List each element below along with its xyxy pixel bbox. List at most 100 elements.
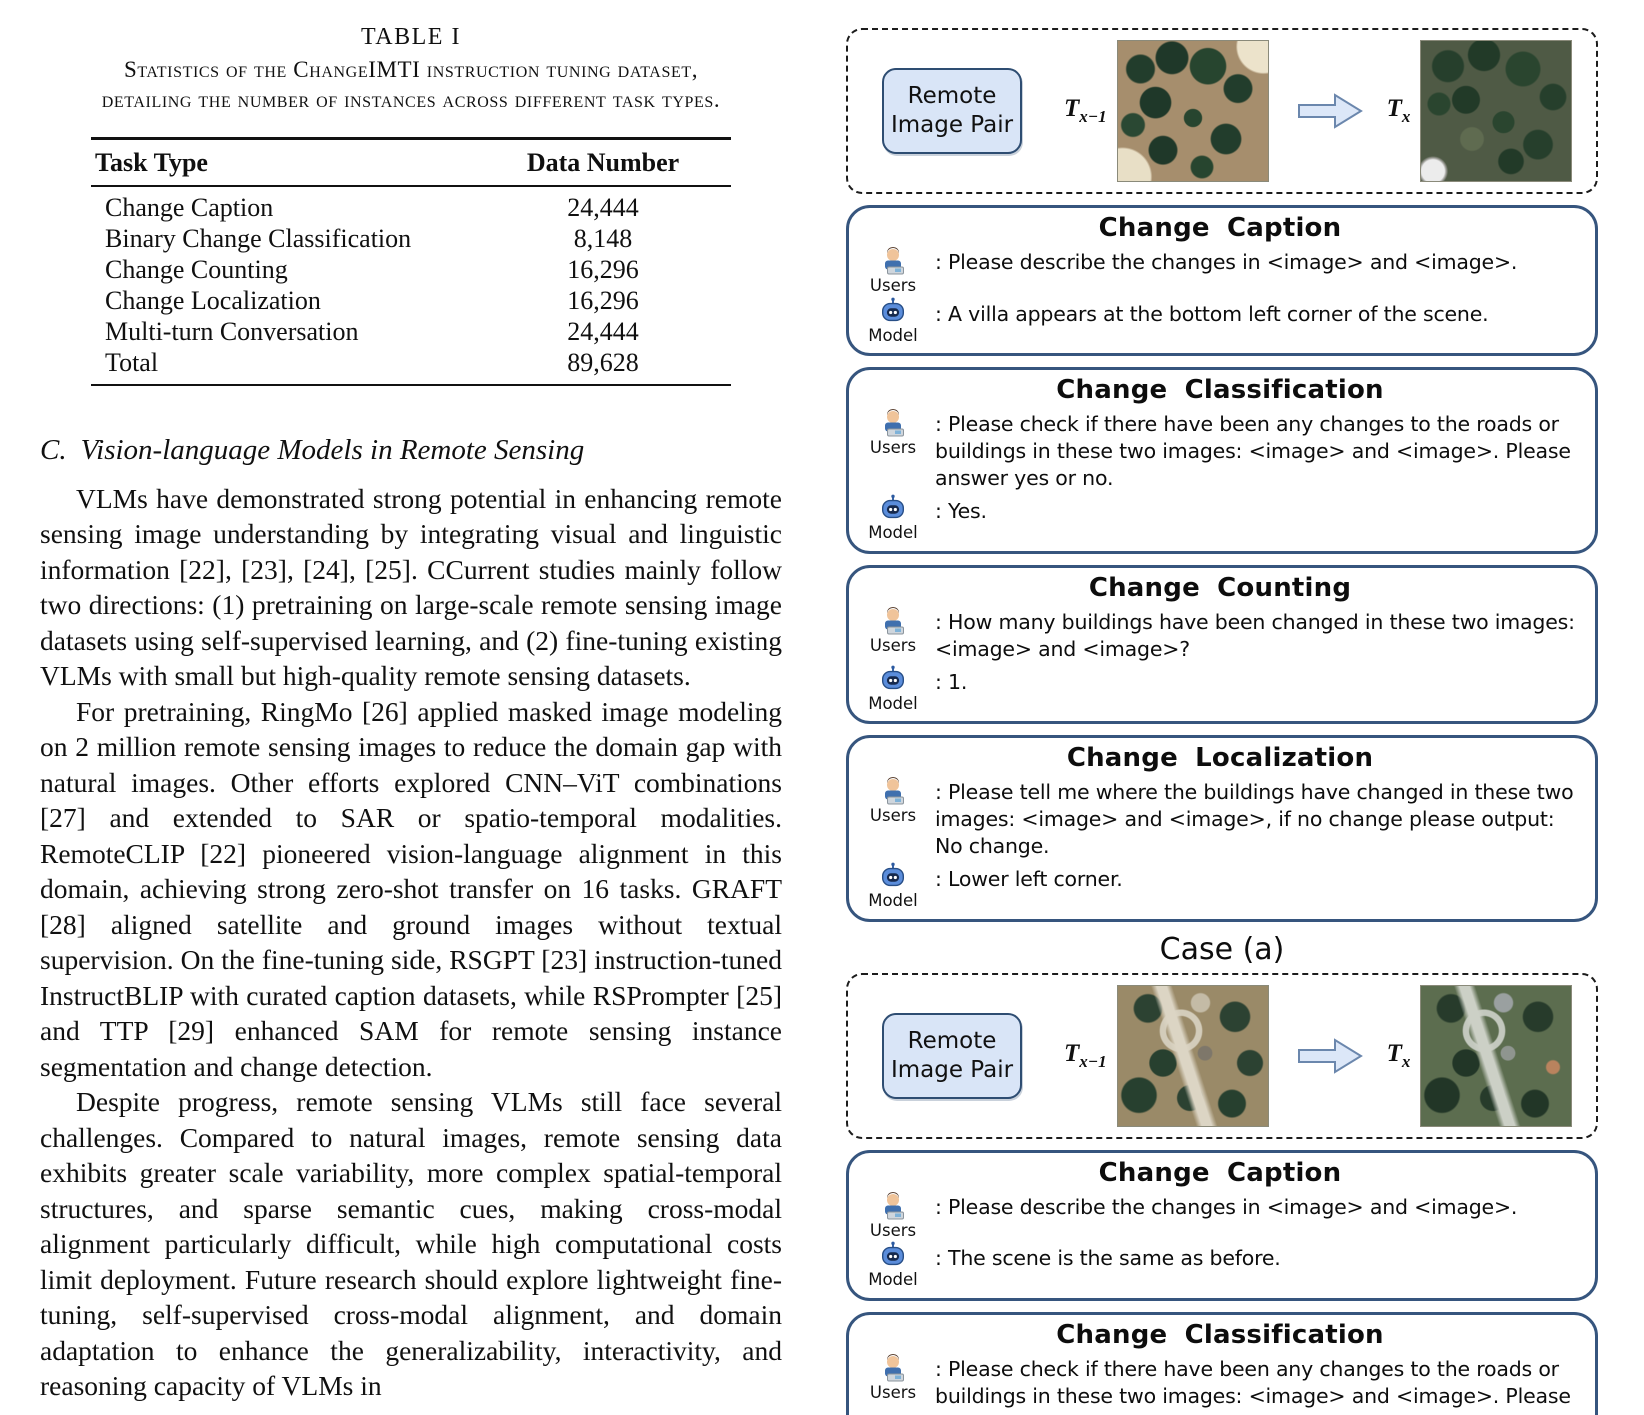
user-speaker: Users — [861, 1190, 925, 1240]
model-message: : A villa appears at the bottom left cor… — [935, 301, 1489, 326]
user-message: : How many buildings have been changed i… — [935, 609, 1575, 661]
model-message: : 1. — [935, 669, 968, 694]
user-message-row: Users : Please describe the changes in <… — [861, 245, 1579, 295]
model-speaker: Model — [861, 494, 925, 542]
cell-task: Change Caption — [105, 192, 274, 222]
model-label: Model — [868, 891, 918, 911]
arrow-icon — [1297, 91, 1363, 131]
dialog-title: Change Counting — [1088, 572, 1352, 603]
pair-label-line2: Image Pair — [890, 1056, 1014, 1083]
cell-num: 24,444 — [567, 316, 639, 346]
model-speaker: Model — [861, 665, 925, 713]
user-label: Users — [869, 806, 917, 826]
time-label-after: Tx — [1386, 95, 1411, 126]
model-label: Model — [868, 693, 918, 713]
user-label: Users — [869, 1220, 917, 1240]
table-row: Change Caption 24,444 — [91, 186, 731, 223]
user-label: Users — [869, 276, 917, 295]
section-title: Vision-language Models in Remote Sensing — [80, 433, 585, 466]
table-number-label: TABLE I — [361, 24, 461, 50]
table-row-total: Total 89,628 — [91, 346, 731, 386]
dialog-change-localization-a: Change Localization Users : Please tell … — [846, 735, 1598, 922]
table-caption-line2: detailing the number of instances across… — [101, 86, 721, 112]
cell-task: Change Counting — [105, 254, 288, 284]
arrow-icon — [1297, 1036, 1363, 1076]
column-header-data-number: Data Number — [475, 136, 731, 187]
case-a-label: Case (a) — [1159, 931, 1285, 967]
satellite-image-before — [1116, 40, 1269, 182]
dialog-change-caption-a: Change Caption Users : Please describe t… — [846, 205, 1598, 356]
table-block: TABLE I Statistics of the ChangeIMTI ins… — [40, 24, 782, 386]
statistics-table: Task Type Data Number Change Caption 24,… — [91, 136, 731, 386]
satellite-image-after — [1420, 40, 1573, 182]
model-label: Model — [868, 1270, 918, 1290]
table-row: Change Counting 16,296 — [91, 254, 731, 285]
satellite-image-after — [1420, 984, 1573, 1127]
robot-icon — [881, 297, 905, 321]
cell-num: 16,296 — [567, 285, 639, 315]
robot-icon — [881, 1242, 905, 1266]
table-caption: Statistics of the ChangeIMTI instruction… — [40, 55, 782, 115]
time-label-after: Tx — [1386, 1039, 1411, 1071]
pair-label-line1: Remote — [907, 83, 997, 110]
model-label: Model — [868, 523, 918, 543]
model-message: : The scene is the same as before. — [935, 1246, 1281, 1271]
model-message-row: Model : A villa appears at the bottom le… — [861, 297, 1579, 345]
model-label: Model — [868, 325, 918, 345]
dialog-change-caption-b: Change Caption Users : Please describe t… — [846, 1149, 1598, 1301]
user-message: : Please check if there have been any ch… — [935, 412, 1571, 491]
table-header-row: Task Type Data Number — [91, 136, 731, 187]
model-message-row: Model : 1. — [861, 665, 1579, 713]
model-message: : Yes. — [935, 499, 987, 524]
dialog-title: Change Localization — [1066, 743, 1374, 774]
section-letter: C. — [40, 433, 67, 466]
dialog-change-counting-a: Change Counting Users : How many buildin… — [846, 564, 1598, 725]
left-column: TABLE I Statistics of the ChangeIMTI ins… — [40, 24, 782, 1404]
user-icon — [885, 409, 904, 437]
time-label-before: Tx−1 — [1064, 1039, 1107, 1071]
model-speaker: Model — [861, 862, 925, 910]
model-speaker: Model — [861, 1241, 925, 1289]
robot-icon — [881, 494, 905, 519]
remote-image-pair-box-a: Remote Image Pair Tx−1 Tx — [846, 28, 1598, 194]
user-message-row: Users : Please check if there have been … — [861, 407, 1579, 492]
remote-image-pair-label: Remote Image Pair — [882, 1012, 1022, 1099]
robot-icon — [881, 665, 905, 689]
user-label: Users — [869, 438, 917, 457]
table-row: Multi-turn Conversation 24,444 — [91, 316, 731, 347]
user-message: : Please describe the changes in <image>… — [935, 1194, 1518, 1219]
remote-image-pair-box-b: Remote Image Pair Tx−1 Tx — [846, 972, 1598, 1139]
dialog-title: Change Caption — [1098, 213, 1342, 243]
model-message: : Lower left corner. — [935, 867, 1123, 892]
pair-label-line1: Remote — [907, 1028, 997, 1055]
table-row: Binary Change Classification 8,148 — [91, 223, 731, 254]
column-header-task-type: Task Type — [91, 136, 475, 187]
user-speaker: Users — [861, 407, 925, 457]
user-speaker: Users — [861, 775, 925, 825]
user-message: : Please tell me where the buildings hav… — [935, 780, 1574, 859]
dialog-title: Change Caption — [1098, 1157, 1342, 1188]
remote-image-pair-label: Remote Image Pair — [882, 68, 1022, 154]
user-icon — [885, 1191, 904, 1220]
cell-task: Change Localization — [105, 285, 321, 315]
robot-icon — [881, 863, 905, 887]
model-message-row: Model : The scene is the same as before. — [861, 1241, 1579, 1289]
user-icon — [885, 606, 904, 635]
user-label: Users — [869, 1382, 917, 1402]
cell-num: 16,296 — [567, 254, 639, 284]
cell-task: Multi-turn Conversation — [105, 316, 359, 346]
user-speaker: Users — [861, 245, 925, 295]
cell-num: 8,148 — [573, 223, 633, 253]
user-message: : Please describe the changes in <image>… — [935, 250, 1518, 274]
pair-label-line2: Image Pair — [890, 112, 1014, 138]
user-message-row: Users : Please describe the changes in <… — [861, 1190, 1579, 1240]
user-message-row: Users : How many buildings have been cha… — [861, 605, 1579, 663]
user-speaker: Users — [861, 605, 925, 655]
paragraph: VLMs have demonstrated strong potential … — [40, 482, 782, 692]
user-message: : Please check if there have been any ch… — [935, 1356, 1571, 1415]
model-message-row: Model : Lower left corner. — [861, 862, 1579, 910]
cell-task: Total — [91, 346, 475, 386]
user-icon — [885, 777, 904, 805]
body-text: VLMs have demonstrated strong potential … — [40, 481, 782, 1404]
